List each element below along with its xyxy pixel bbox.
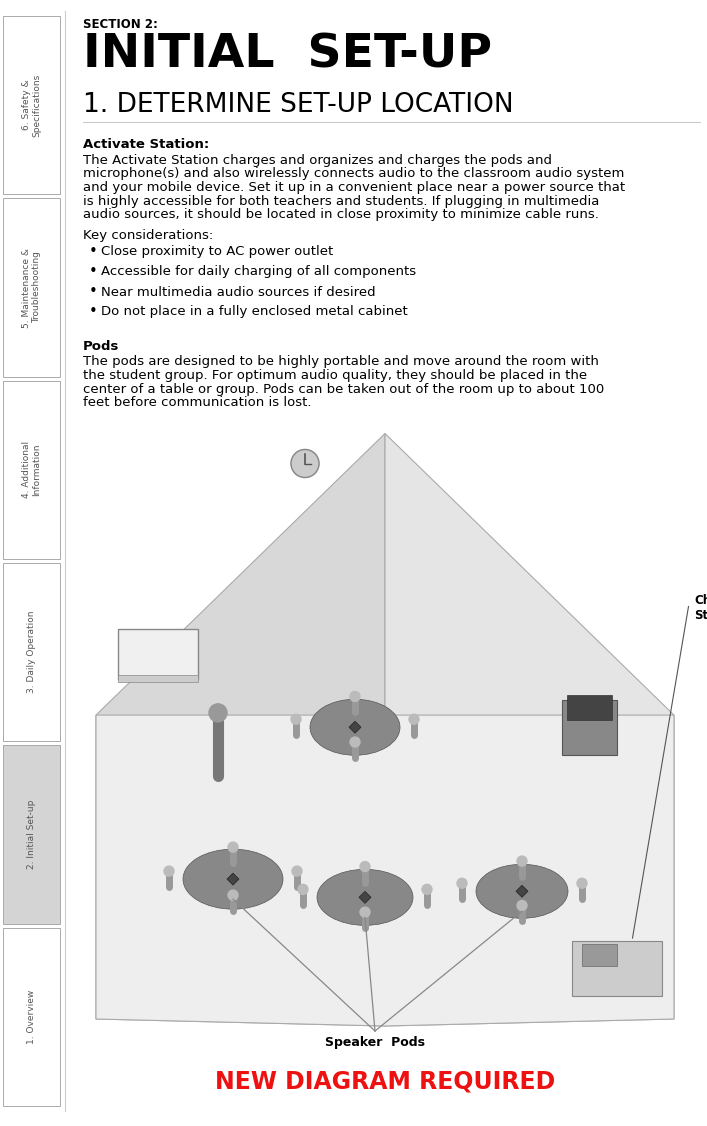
Text: Close proximity to AC power outlet: Close proximity to AC power outlet	[101, 245, 333, 259]
Text: 1. Overview: 1. Overview	[27, 990, 36, 1044]
Text: Near multimedia audio sources if desired: Near multimedia audio sources if desired	[101, 286, 375, 298]
Polygon shape	[385, 434, 674, 1026]
Polygon shape	[227, 873, 239, 885]
Circle shape	[457, 878, 467, 888]
Text: is highly accessible for both teachers and students. If plugging in multimedia: is highly accessible for both teachers a…	[83, 195, 600, 207]
Text: Accessible for daily charging of all components: Accessible for daily charging of all com…	[101, 266, 416, 278]
Text: The Activate Station charges and organizes and charges the pods and: The Activate Station charges and organiz…	[83, 154, 552, 167]
Bar	[3, 198, 60, 377]
Text: 6. Safety &
Specifications: 6. Safety & Specifications	[22, 73, 41, 136]
Text: center of a table or group. Pods can be taken out of the room up to about 100: center of a table or group. Pods can be …	[83, 383, 604, 395]
Polygon shape	[96, 434, 385, 1026]
Bar	[582, 944, 617, 966]
Text: 5. Maintenance &
Troubleshooting: 5. Maintenance & Troubleshooting	[22, 248, 41, 328]
Text: •: •	[89, 265, 98, 279]
Bar	[78, 423, 692, 1031]
Text: Charging
Station: Charging Station	[694, 593, 707, 622]
Text: SECTION 2:: SECTION 2:	[83, 18, 158, 32]
Circle shape	[422, 884, 432, 894]
Polygon shape	[516, 885, 528, 897]
Bar	[118, 628, 198, 679]
Circle shape	[291, 714, 301, 724]
Bar	[3, 563, 60, 741]
Text: NEW DIAGRAM REQUIRED: NEW DIAGRAM REQUIRED	[215, 1069, 555, 1093]
Circle shape	[209, 704, 227, 722]
Bar	[3, 381, 60, 558]
Circle shape	[360, 861, 370, 872]
Text: microphone(s) and also wirelessly connects audio to the classroom audio system: microphone(s) and also wirelessly connec…	[83, 168, 624, 180]
Text: Activate Station:: Activate Station:	[83, 138, 209, 151]
Polygon shape	[96, 715, 674, 1026]
Bar	[3, 745, 60, 923]
Text: The pods are designed to be highly portable and move around the room with: The pods are designed to be highly porta…	[83, 356, 599, 368]
Circle shape	[298, 884, 308, 894]
Polygon shape	[349, 722, 361, 733]
Circle shape	[517, 901, 527, 911]
Circle shape	[228, 842, 238, 852]
Ellipse shape	[310, 699, 400, 756]
Ellipse shape	[476, 865, 568, 919]
Text: Speaker  Pods: Speaker Pods	[325, 1036, 425, 1049]
Bar	[3, 16, 60, 195]
Circle shape	[164, 866, 174, 876]
Circle shape	[409, 714, 419, 724]
Circle shape	[291, 449, 319, 477]
Text: •: •	[89, 285, 98, 300]
Circle shape	[228, 891, 238, 900]
Text: Pods: Pods	[83, 340, 119, 352]
Bar	[118, 674, 198, 681]
Ellipse shape	[183, 849, 283, 909]
Text: 2. Initial Set-up: 2. Initial Set-up	[27, 799, 36, 869]
Text: feet before communication is lost.: feet before communication is lost.	[83, 396, 312, 409]
Circle shape	[350, 691, 360, 701]
Text: Key considerations:: Key considerations:	[83, 230, 214, 242]
Text: audio sources, it should be located in close proximity to minimize cable runs.: audio sources, it should be located in c…	[83, 208, 599, 221]
Circle shape	[517, 856, 527, 866]
Text: the student group. For optimum audio quality, they should be placed in the: the student group. For optimum audio qua…	[83, 369, 587, 382]
Text: and your mobile device. Set it up in a convenient place near a power source that: and your mobile device. Set it up in a c…	[83, 181, 625, 194]
Circle shape	[350, 738, 360, 747]
Text: INITIAL  SET-UP: INITIAL SET-UP	[83, 32, 492, 77]
Text: 3. Daily Operation: 3. Daily Operation	[27, 611, 36, 694]
Text: 4. Additional
Information: 4. Additional Information	[22, 441, 41, 499]
Text: Do not place in a fully enclosed metal cabinet: Do not place in a fully enclosed metal c…	[101, 305, 408, 319]
Polygon shape	[359, 892, 371, 903]
Bar	[562, 700, 617, 756]
Ellipse shape	[317, 869, 413, 926]
Bar	[567, 695, 612, 721]
Circle shape	[577, 878, 587, 888]
Bar	[572, 941, 662, 997]
Circle shape	[292, 866, 302, 876]
Text: •: •	[89, 304, 98, 320]
Circle shape	[360, 908, 370, 918]
Text: •: •	[89, 244, 98, 259]
Text: 1. DETERMINE SET-UP LOCATION: 1. DETERMINE SET-UP LOCATION	[83, 92, 513, 118]
Bar	[3, 928, 60, 1106]
